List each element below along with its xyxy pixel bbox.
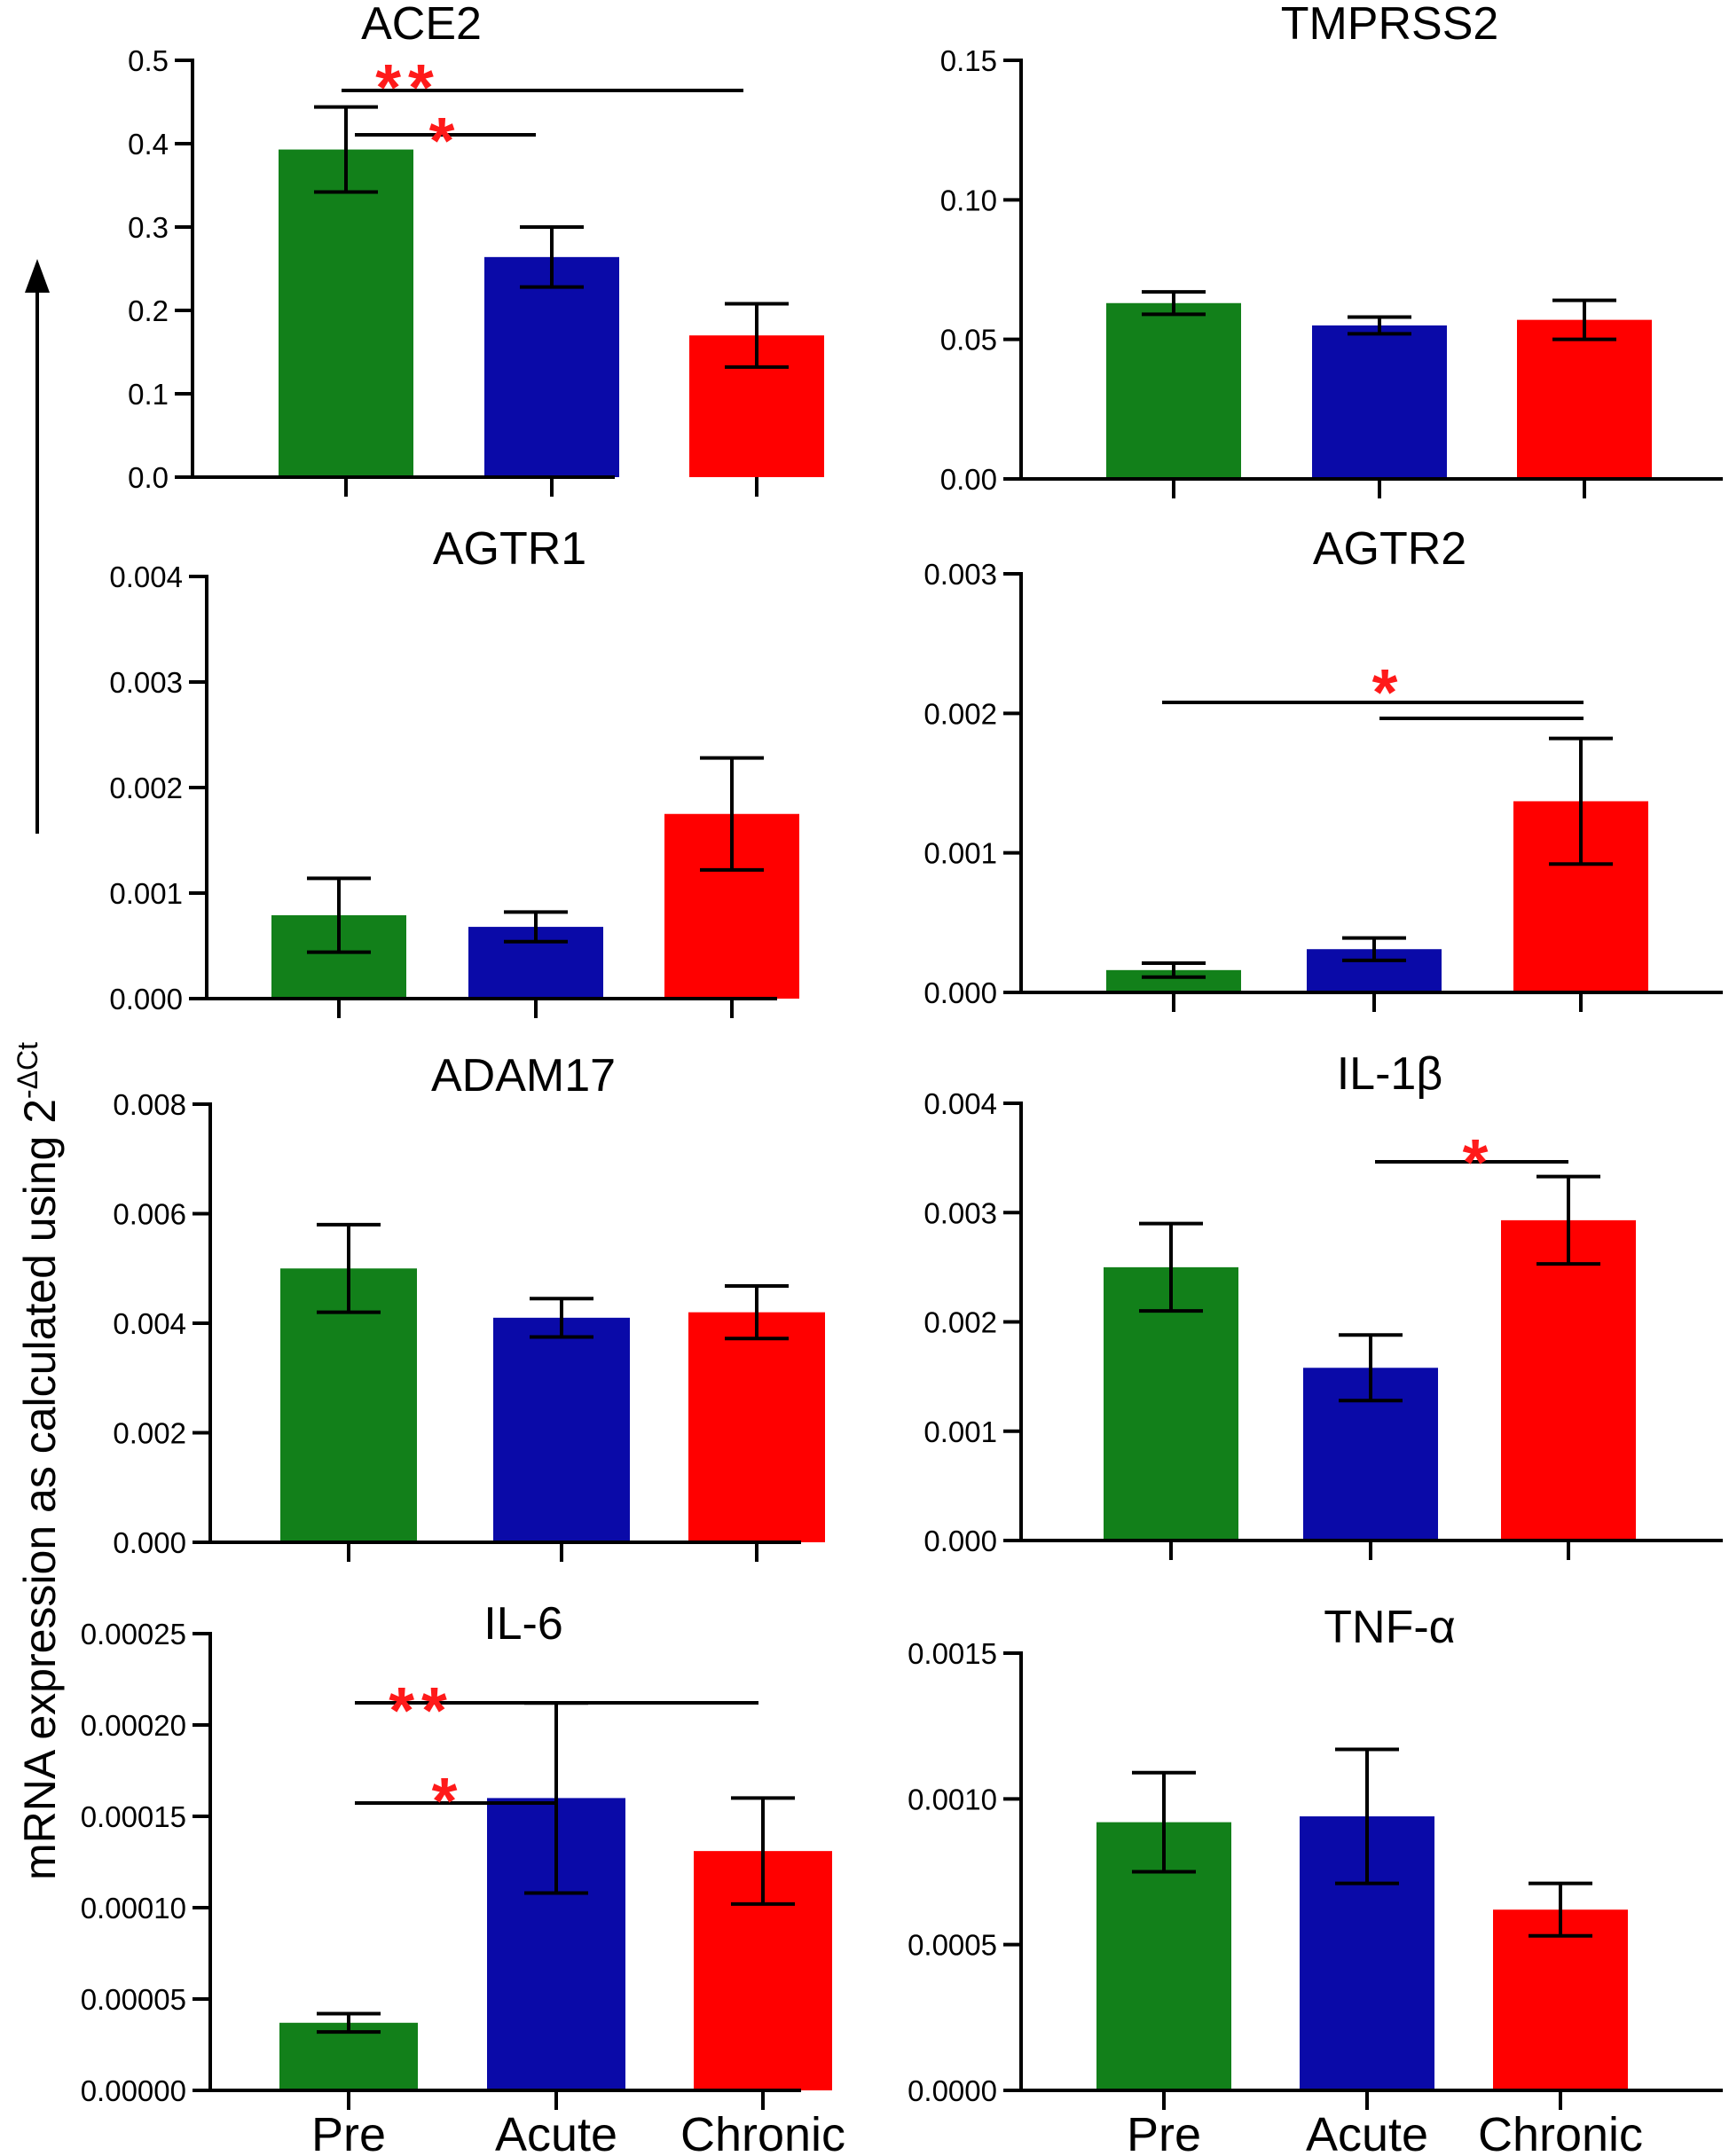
bar-pre [280, 1268, 417, 1542]
x-tick-label-acute: Acute [495, 2108, 617, 2156]
y-tick-label: 0.0005 [908, 1929, 997, 1962]
bar-chronic [1493, 1909, 1628, 2090]
y-tick-label: 0.15 [940, 44, 997, 77]
significance-stars: * [1463, 1125, 1496, 1199]
panel-tnf-a: TNF-α 0.0000 0.0005 0.0010 0.0015 Pre Acute Chr… [908, 1602, 1723, 2156]
y-arrow-head-icon [25, 259, 50, 293]
significance-stars: ** [375, 51, 441, 124]
y-axis-label: mRNA expression as calculated using 2-ΔC… [12, 1042, 65, 1880]
y-tick-label: 0.000 [109, 983, 183, 1015]
y-tick-label: 0.0015 [908, 1637, 997, 1670]
significance-stars: ** [389, 1674, 454, 1747]
y-tick-label: 0.5 [128, 44, 169, 77]
panel-ace2: ACE2 0.0 0.1 0.2 0.3 0.4 0.5 *** [128, 0, 824, 497]
y-tick-label: 0.10 [940, 184, 997, 216]
panel-title: IL-1β [1337, 1048, 1443, 1100]
y-tick-label: 0.004 [109, 561, 183, 593]
panel-il-1b: IL-1β 0.000 0.001 0.002 0.003 0.004 * [923, 1048, 1723, 1560]
y-tick-label: 0.001 [109, 877, 183, 910]
y-tick-label: 0.00005 [81, 1983, 186, 2016]
panel-adam17: ADAM17 0.000 0.002 0.004 0.006 0.008 [113, 1050, 825, 1562]
x-tick-label-pre: Pre [311, 2108, 386, 2156]
bar-pre [1104, 1266, 1238, 1541]
y-tick-label: 0.0 [128, 461, 169, 494]
y-tick-label: 0.000 [923, 1525, 997, 1557]
y-tick-label: 0.002 [113, 1417, 186, 1450]
y-tick-label: 0.000 [113, 1526, 186, 1559]
panel-il-6: IL-6 0.00000 0.00005 0.00010 0.00015 0.00020 0… [81, 1598, 845, 2156]
significance-stars: * [429, 104, 462, 177]
y-tick-label: 0.00025 [81, 1618, 186, 1650]
y-tick-label: 0.4 [128, 128, 169, 161]
y-axis-label-main: mRNA expression as calculated using 2 [15, 1099, 65, 1880]
y-tick-label: 0.00 [940, 463, 997, 496]
y-tick-label: 0.00000 [81, 2074, 186, 2107]
panel-title: AGTR2 [1313, 523, 1466, 575]
bar-pre [279, 149, 413, 477]
bar-chronic [1517, 319, 1652, 479]
panel-title: IL-6 [483, 1598, 563, 1650]
y-tick-label: 0.001 [923, 1415, 997, 1448]
x-tick-label-chronic: Chronic [1478, 2108, 1643, 2156]
y-tick-label: 0.001 [923, 837, 997, 870]
x-tick-label-acute: Acute [1306, 2108, 1428, 2156]
x-tick-label-chronic: Chronic [680, 2108, 845, 2156]
y-tick-label: 0.002 [109, 772, 183, 804]
y-tick-label: 0.003 [109, 666, 183, 699]
y-tick-label: 0.003 [923, 1196, 997, 1229]
bar-pre [279, 2022, 418, 2090]
bar-pre [1106, 302, 1241, 479]
bar-chronic [1501, 1219, 1636, 1541]
y-tick-label: 0.000 [923, 976, 997, 1009]
y-tick-label: 0.008 [113, 1088, 186, 1121]
y-tick-label: 0.05 [940, 324, 997, 357]
y-tick-label: 0.3 [128, 211, 169, 244]
y-tick-label: 0.00015 [81, 1800, 186, 1833]
y-tick-label: 0.006 [113, 1198, 186, 1231]
bar-acute [493, 1317, 630, 1542]
significance-stars: * [432, 1764, 465, 1838]
y-tick-label: 0.0000 [908, 2074, 997, 2107]
y-tick-label: 0.00010 [81, 1892, 186, 1925]
panel-agtr1: AGTR1 0.000 0.001 0.002 0.003 0.004 [109, 523, 799, 1018]
y-tick-label: 0.0010 [908, 1783, 997, 1815]
panel-title: ADAM17 [431, 1050, 616, 1102]
bar-acute [484, 256, 619, 477]
panel-title: AGTR1 [433, 523, 586, 575]
y-axis-label-superscript: -ΔCt [12, 1042, 43, 1099]
y-tick-label: 0.1 [128, 378, 169, 411]
panel-title: TNF-α [1324, 1602, 1455, 1653]
y-tick-label: 0.004 [113, 1307, 186, 1340]
shared-y-axis: mRNA expression as calculated using 2-ΔC… [12, 259, 65, 1880]
y-tick-label: 0.004 [923, 1087, 997, 1120]
bar-chronic [688, 1312, 825, 1542]
y-tick-label: 0.003 [923, 558, 997, 591]
x-tick-label-pre: Pre [1127, 2108, 1201, 2156]
bar-acute [1312, 325, 1447, 479]
y-tick-label: 0.002 [923, 697, 997, 730]
y-tick-label: 0.00020 [81, 1709, 186, 1742]
y-tick-label: 0.002 [923, 1306, 997, 1339]
panel-tmprss2: TMPRSS2 0.00 0.05 0.10 0.15 [940, 0, 1723, 498]
y-tick-label: 0.2 [128, 294, 169, 327]
panel-title: TMPRSS2 [1281, 0, 1499, 50]
panel-title: ACE2 [361, 0, 482, 50]
